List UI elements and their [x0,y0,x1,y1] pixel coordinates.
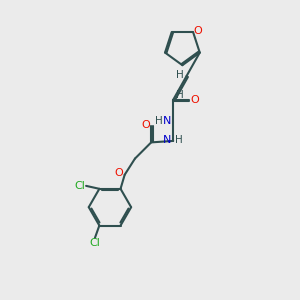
Text: H: H [176,70,184,80]
Text: O: O [114,168,123,178]
Text: Cl: Cl [74,181,85,190]
Text: H: H [176,90,184,100]
Text: Cl: Cl [89,238,100,248]
Text: O: O [142,120,150,130]
Text: O: O [194,26,203,36]
Text: O: O [190,95,199,105]
Text: H: H [175,135,183,145]
Text: H: H [155,116,163,126]
Text: N: N [163,135,171,145]
Text: N: N [163,116,171,126]
